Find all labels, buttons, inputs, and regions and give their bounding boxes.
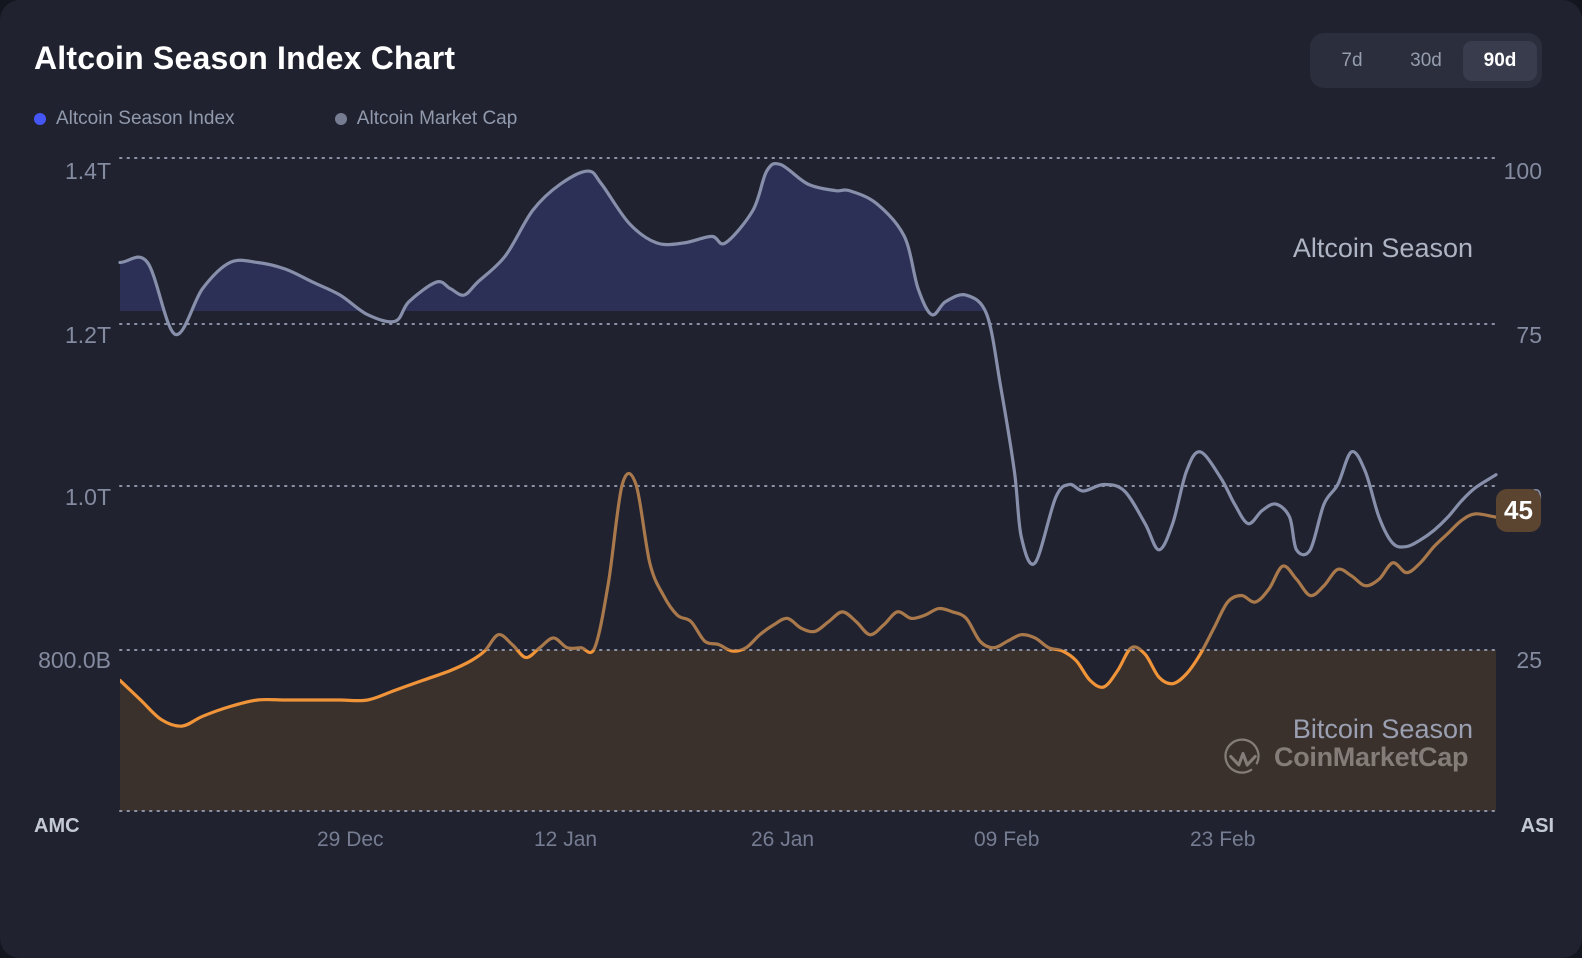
svg-text:Altcoin Season: Altcoin Season: [1293, 233, 1473, 263]
